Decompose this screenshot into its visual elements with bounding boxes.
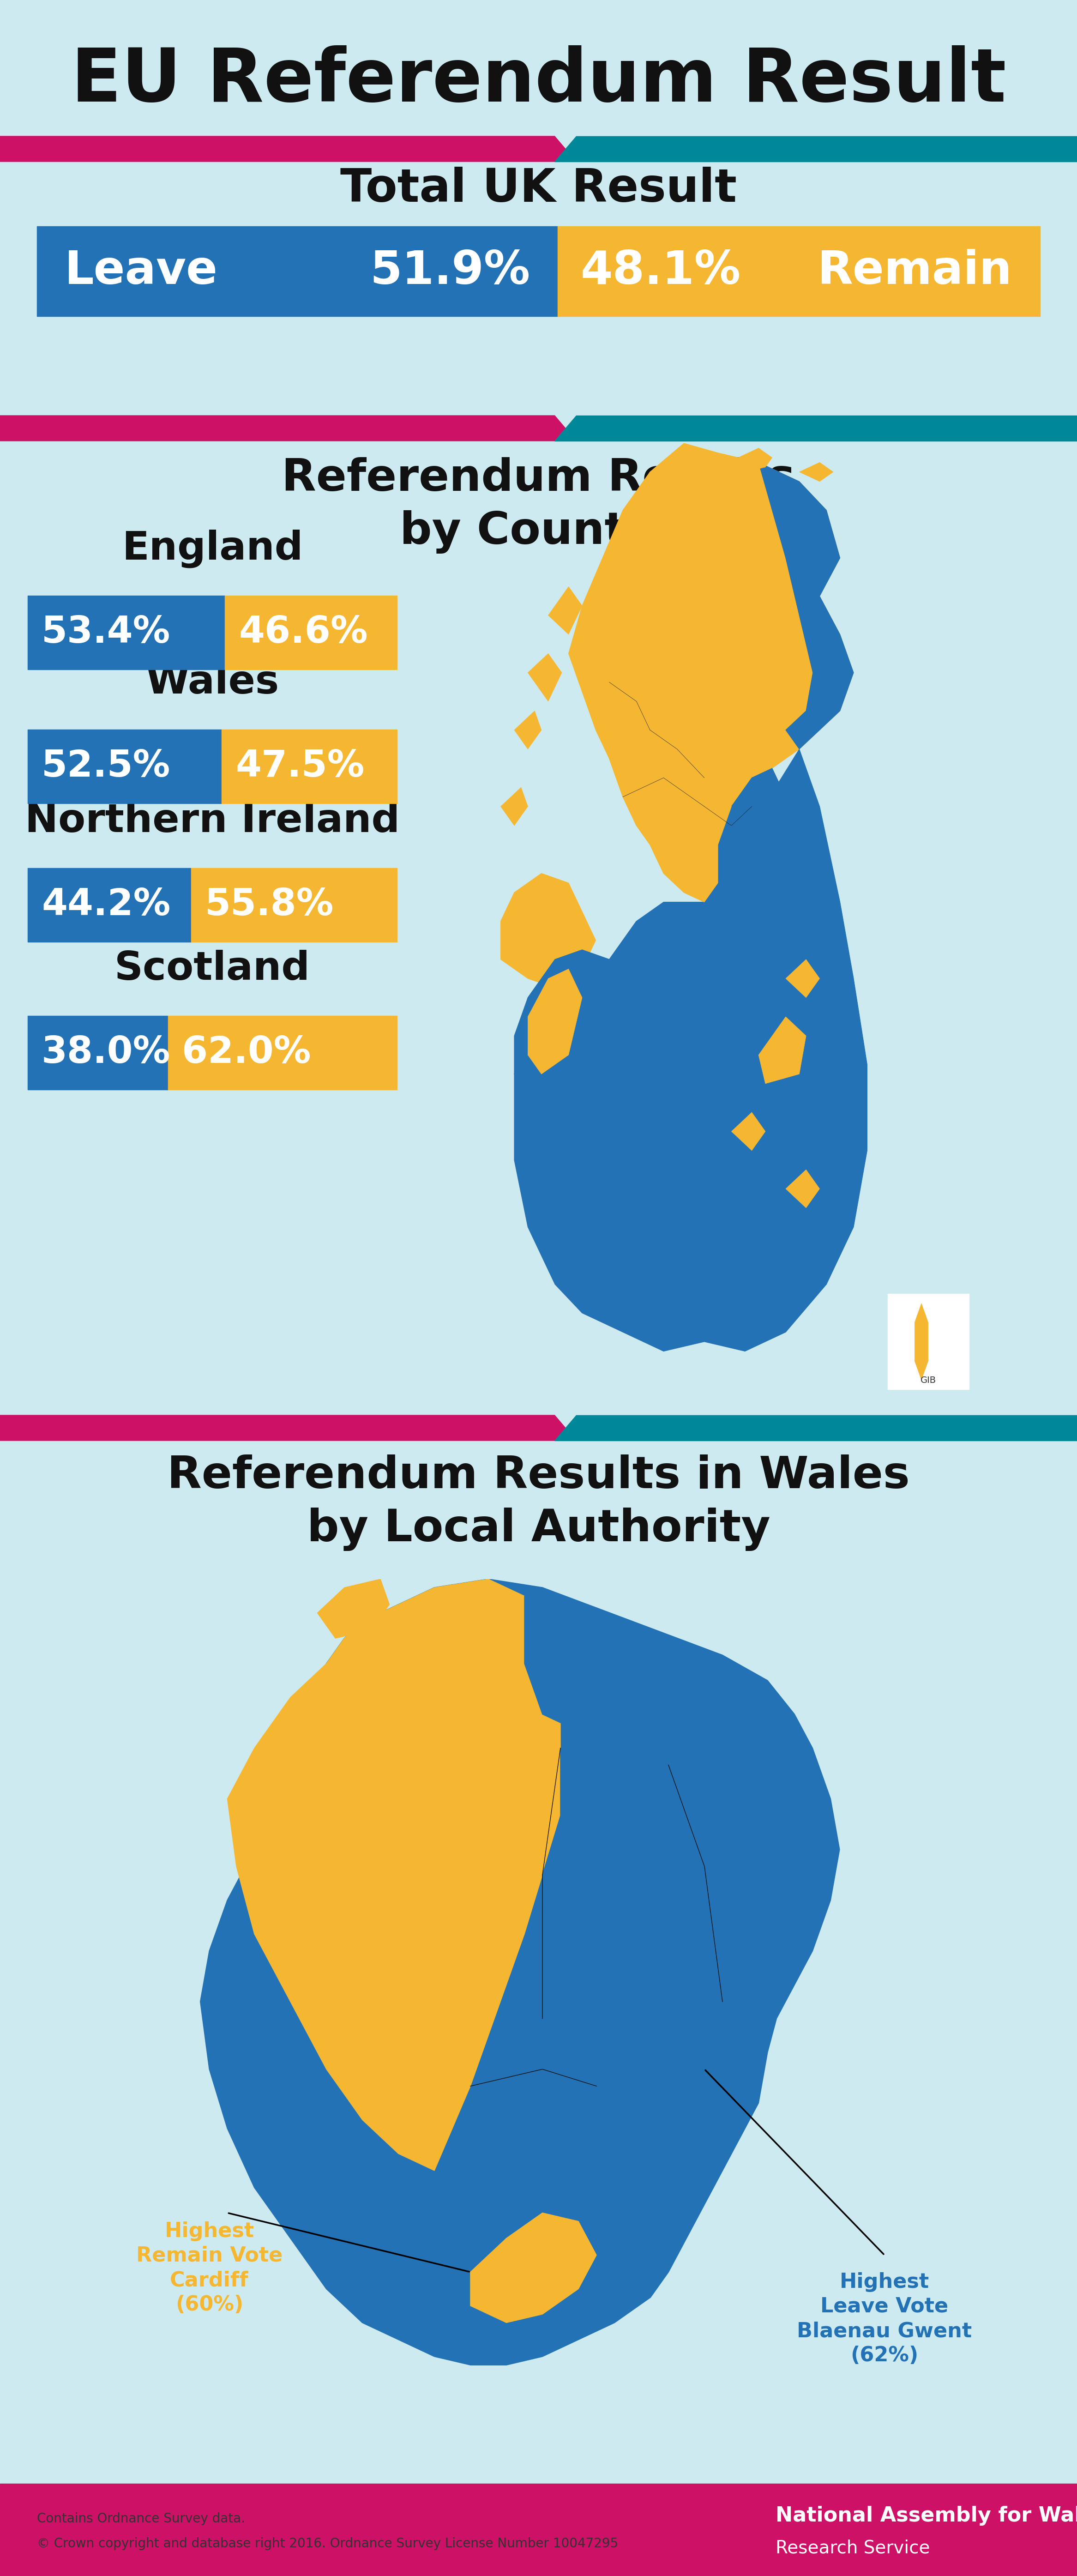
Polygon shape — [543, 1749, 723, 2035]
Text: Wales: Wales — [145, 665, 279, 701]
Bar — [28, 868, 191, 943]
Polygon shape — [758, 1018, 806, 1084]
Text: Remain: Remain — [817, 250, 1012, 294]
Polygon shape — [528, 969, 583, 1074]
Text: 55.8%: 55.8% — [205, 886, 334, 922]
Bar — [0, 2483, 1077, 2576]
Text: 48.1%: 48.1% — [581, 250, 741, 294]
Polygon shape — [651, 1638, 795, 1765]
Bar — [222, 729, 397, 804]
Text: Referendum Results
by Country: Referendum Results by Country — [282, 456, 795, 554]
Polygon shape — [786, 1170, 820, 1208]
Polygon shape — [799, 461, 834, 482]
Text: 51.9%: 51.9% — [369, 250, 530, 294]
Text: Research Service: Research Service — [775, 2540, 929, 2558]
Text: 38.0%: 38.0% — [42, 1036, 170, 1072]
Text: National Assembly for Wales: National Assembly for Wales — [775, 2506, 1077, 2527]
Bar — [28, 1015, 168, 1090]
Text: Highest
Remain Vote
Cardiff
(60%): Highest Remain Vote Cardiff (60%) — [136, 2221, 282, 2316]
Polygon shape — [514, 922, 637, 1131]
Bar — [225, 595, 397, 670]
Text: Leave: Leave — [65, 250, 218, 294]
Polygon shape — [0, 1414, 576, 1440]
Bar — [37, 227, 558, 317]
Polygon shape — [548, 587, 583, 634]
Bar — [887, 1293, 969, 1388]
Polygon shape — [471, 2213, 597, 2324]
Polygon shape — [0, 137, 576, 162]
Polygon shape — [555, 415, 1077, 440]
Polygon shape — [738, 448, 772, 471]
Bar — [28, 729, 222, 804]
Polygon shape — [0, 415, 576, 440]
Polygon shape — [786, 958, 820, 997]
Polygon shape — [569, 443, 854, 902]
Polygon shape — [524, 1597, 677, 1731]
Text: England: England — [122, 531, 303, 567]
Polygon shape — [555, 137, 1077, 162]
Polygon shape — [501, 873, 596, 989]
Polygon shape — [514, 711, 542, 750]
Text: EU Referendum Result: EU Referendum Result — [71, 44, 1006, 116]
Bar — [191, 868, 397, 943]
Polygon shape — [610, 729, 731, 902]
Polygon shape — [914, 1303, 928, 1381]
Text: © Crown copyright and database right 2016. Ordnance Survey License Number 100472: © Crown copyright and database right 201… — [37, 2537, 618, 2550]
Text: Highest
Leave Vote
Blaenau Gwent
(62%): Highest Leave Vote Blaenau Gwent (62%) — [797, 2272, 973, 2365]
Bar — [168, 1015, 397, 1090]
Text: 52.5%: 52.5% — [42, 750, 170, 786]
Text: 44.2%: 44.2% — [42, 886, 170, 922]
Polygon shape — [501, 788, 528, 824]
Text: Referendum Results in Wales
by Local Authority: Referendum Results in Wales by Local Aut… — [167, 1455, 910, 1551]
Polygon shape — [514, 750, 867, 1352]
Text: Scotland: Scotland — [114, 951, 310, 989]
Text: GIB: GIB — [921, 1376, 936, 1386]
Polygon shape — [318, 1579, 390, 1638]
Text: 62.0%: 62.0% — [182, 1036, 311, 1072]
Polygon shape — [227, 1579, 560, 2172]
Polygon shape — [758, 461, 854, 750]
Polygon shape — [731, 1113, 766, 1151]
Polygon shape — [528, 654, 562, 701]
Text: Total UK Result: Total UK Result — [340, 167, 737, 211]
Bar — [28, 595, 225, 670]
Polygon shape — [543, 1935, 723, 2172]
Text: Contains Ordnance Survey data.: Contains Ordnance Survey data. — [37, 2512, 246, 2524]
Polygon shape — [200, 1579, 839, 2365]
Text: 47.5%: 47.5% — [236, 750, 364, 786]
Polygon shape — [555, 1414, 1077, 1440]
Text: 46.6%: 46.6% — [239, 616, 367, 652]
Bar — [558, 227, 1040, 317]
Polygon shape — [718, 768, 799, 884]
Text: 53.4%: 53.4% — [42, 616, 170, 652]
Text: Northern Ireland: Northern Ireland — [25, 801, 400, 840]
